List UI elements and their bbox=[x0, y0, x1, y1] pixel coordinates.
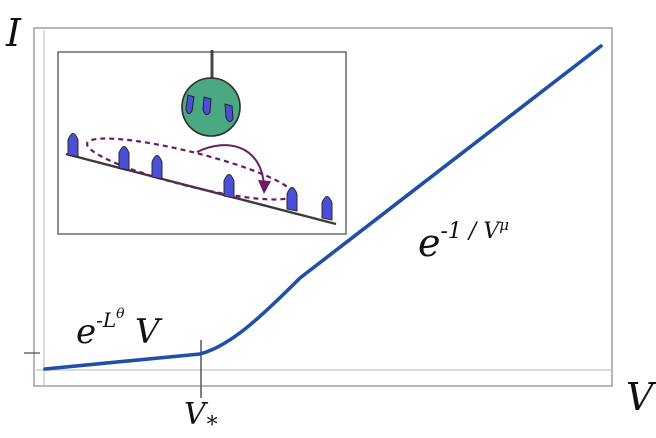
high-regime-formula: e-1 / Vμ bbox=[418, 216, 509, 265]
low-formula-exponent: -L bbox=[96, 308, 116, 332]
low-formula-exponent-superscript: θ bbox=[116, 306, 125, 322]
y-axis-label: I bbox=[5, 11, 22, 55]
inset-panel bbox=[57, 50, 347, 235]
high-formula-exponent-superscript: μ bbox=[499, 216, 509, 234]
iv-curve bbox=[43, 44, 603, 371]
crossover-label-subscript: * bbox=[207, 413, 218, 438]
localized-site-icon bbox=[67, 133, 333, 221]
tunneling-arrow bbox=[196, 144, 265, 187]
low-formula-base: e bbox=[76, 312, 96, 352]
low-regime-formula: e-Lθ V bbox=[76, 306, 163, 352]
crossover-label-base: V bbox=[184, 397, 209, 432]
low-formula-factor: V bbox=[135, 312, 163, 352]
crossover-label: V* bbox=[184, 397, 218, 438]
high-formula-base: e bbox=[418, 221, 441, 265]
plot-frame bbox=[33, 27, 613, 387]
stm-tip-icon bbox=[181, 77, 241, 137]
tunneling-arrow-head bbox=[258, 180, 271, 194]
high-formula-exponent: -1 / V bbox=[441, 219, 502, 244]
x-axis-label: V bbox=[626, 375, 656, 419]
